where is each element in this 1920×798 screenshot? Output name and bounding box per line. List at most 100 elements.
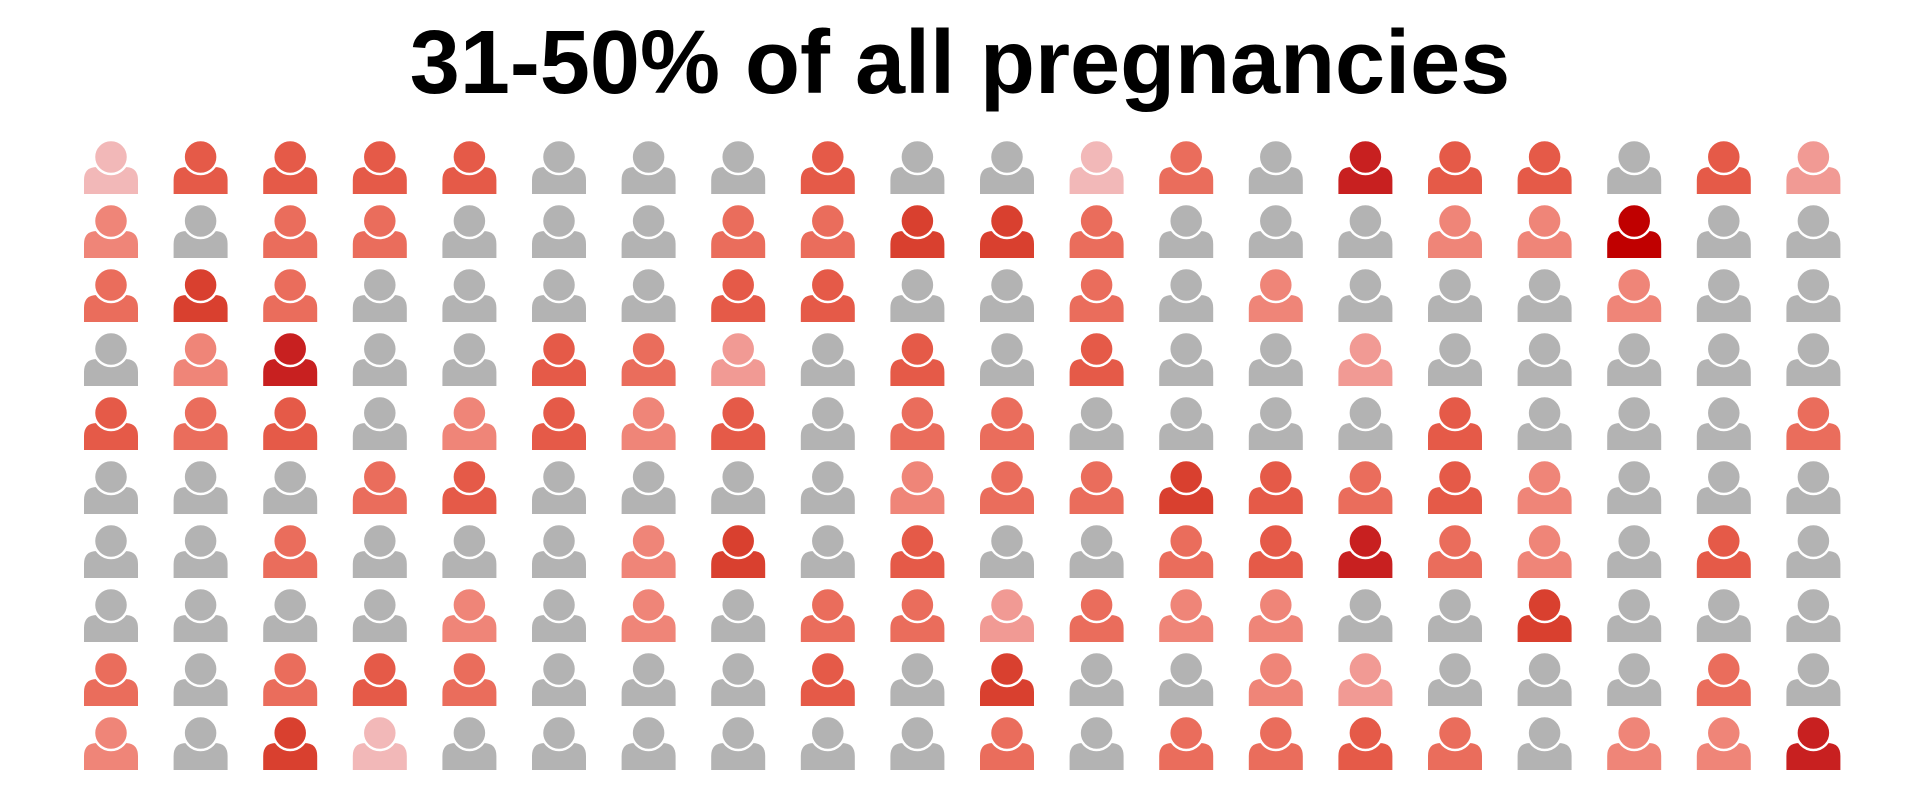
person-head [271, 394, 309, 432]
person-head [1436, 586, 1474, 624]
person-head [451, 394, 488, 432]
person-icon [261, 202, 320, 260]
person-icon [709, 266, 768, 324]
person-icon [82, 138, 140, 196]
person-head [1436, 330, 1474, 368]
person-icon [440, 202, 499, 260]
person-icon [1605, 714, 1664, 772]
person-head [1615, 202, 1653, 240]
person-head [1257, 202, 1295, 240]
person-icon [709, 458, 768, 516]
person-icon [1336, 458, 1395, 516]
person-head [182, 522, 219, 560]
person-icon [888, 714, 947, 772]
person-icon [888, 330, 947, 388]
person-head [271, 714, 309, 752]
person-head [361, 650, 399, 688]
person-icon [1067, 266, 1126, 324]
person-icon [619, 586, 678, 644]
person-icon [709, 522, 768, 580]
person-icon [1067, 522, 1126, 580]
person-icon [1515, 330, 1574, 388]
person-icon [888, 458, 947, 516]
person-icon [82, 586, 140, 644]
person-head [1705, 714, 1743, 752]
person-icon [1515, 394, 1574, 452]
person-head [1436, 138, 1474, 176]
person-head [1705, 394, 1743, 432]
person-icon [1515, 202, 1574, 260]
person-icon [350, 330, 409, 388]
person-icon [1426, 394, 1484, 452]
person-head [988, 266, 1026, 304]
person-icon [1336, 138, 1395, 196]
person-icon [171, 586, 230, 644]
person-icon [1694, 330, 1753, 388]
person-icon [1246, 714, 1305, 772]
person-head [899, 138, 936, 176]
person-head [719, 714, 757, 752]
person-head [1347, 394, 1384, 432]
person-icon [1157, 458, 1216, 516]
person-icon [1336, 586, 1395, 644]
person-head [809, 522, 847, 560]
person-icon [1426, 650, 1484, 708]
person-head [1795, 714, 1832, 752]
person-head [899, 650, 936, 688]
person-icon [978, 266, 1036, 324]
person-head [361, 266, 399, 304]
person-head [1526, 586, 1563, 624]
person-icon [350, 522, 409, 580]
person-icon [530, 650, 588, 708]
person-head [1257, 330, 1295, 368]
person-icon [978, 330, 1036, 388]
person-icon [1246, 138, 1305, 196]
person-head [361, 522, 399, 560]
person-icon [619, 138, 678, 196]
person-head [1347, 458, 1384, 496]
person-icon [440, 714, 499, 772]
person-head [1436, 714, 1474, 752]
person-icon [1157, 138, 1216, 196]
person-head [540, 266, 578, 304]
person-icon [1157, 330, 1216, 388]
person-icon [798, 394, 857, 452]
person-head [1615, 586, 1653, 624]
person-head [451, 586, 488, 624]
person-head [92, 394, 130, 432]
person-head [1347, 330, 1384, 368]
person-head [899, 458, 936, 496]
person-head [92, 714, 130, 752]
person-head [1615, 522, 1653, 560]
person-head [1795, 394, 1832, 432]
person-icon [1246, 266, 1305, 324]
person-head [361, 138, 399, 176]
person-icon [350, 394, 409, 452]
person-icon [350, 138, 409, 196]
person-icon [1694, 714, 1753, 772]
person-icon [888, 650, 947, 708]
person-head [809, 394, 847, 432]
person-icon [440, 330, 499, 388]
person-head [1795, 202, 1832, 240]
person-icon [888, 586, 947, 644]
person-icon [1784, 266, 1843, 324]
person-head [719, 586, 757, 624]
person-icon [171, 394, 230, 452]
person-head [1705, 650, 1743, 688]
person-head [1078, 266, 1115, 304]
person-icon [1784, 458, 1843, 516]
person-icon [171, 522, 230, 580]
person-icon [1694, 138, 1753, 196]
person-head [271, 138, 309, 176]
person-head [540, 522, 578, 560]
person-head [809, 266, 847, 304]
person-icon [798, 458, 857, 516]
person-head [1615, 458, 1653, 496]
person-icon [1694, 394, 1753, 452]
person-head [1078, 586, 1115, 624]
person-head [988, 458, 1026, 496]
person-icon [798, 522, 857, 580]
person-icon [82, 394, 140, 452]
person-icon [798, 266, 857, 324]
